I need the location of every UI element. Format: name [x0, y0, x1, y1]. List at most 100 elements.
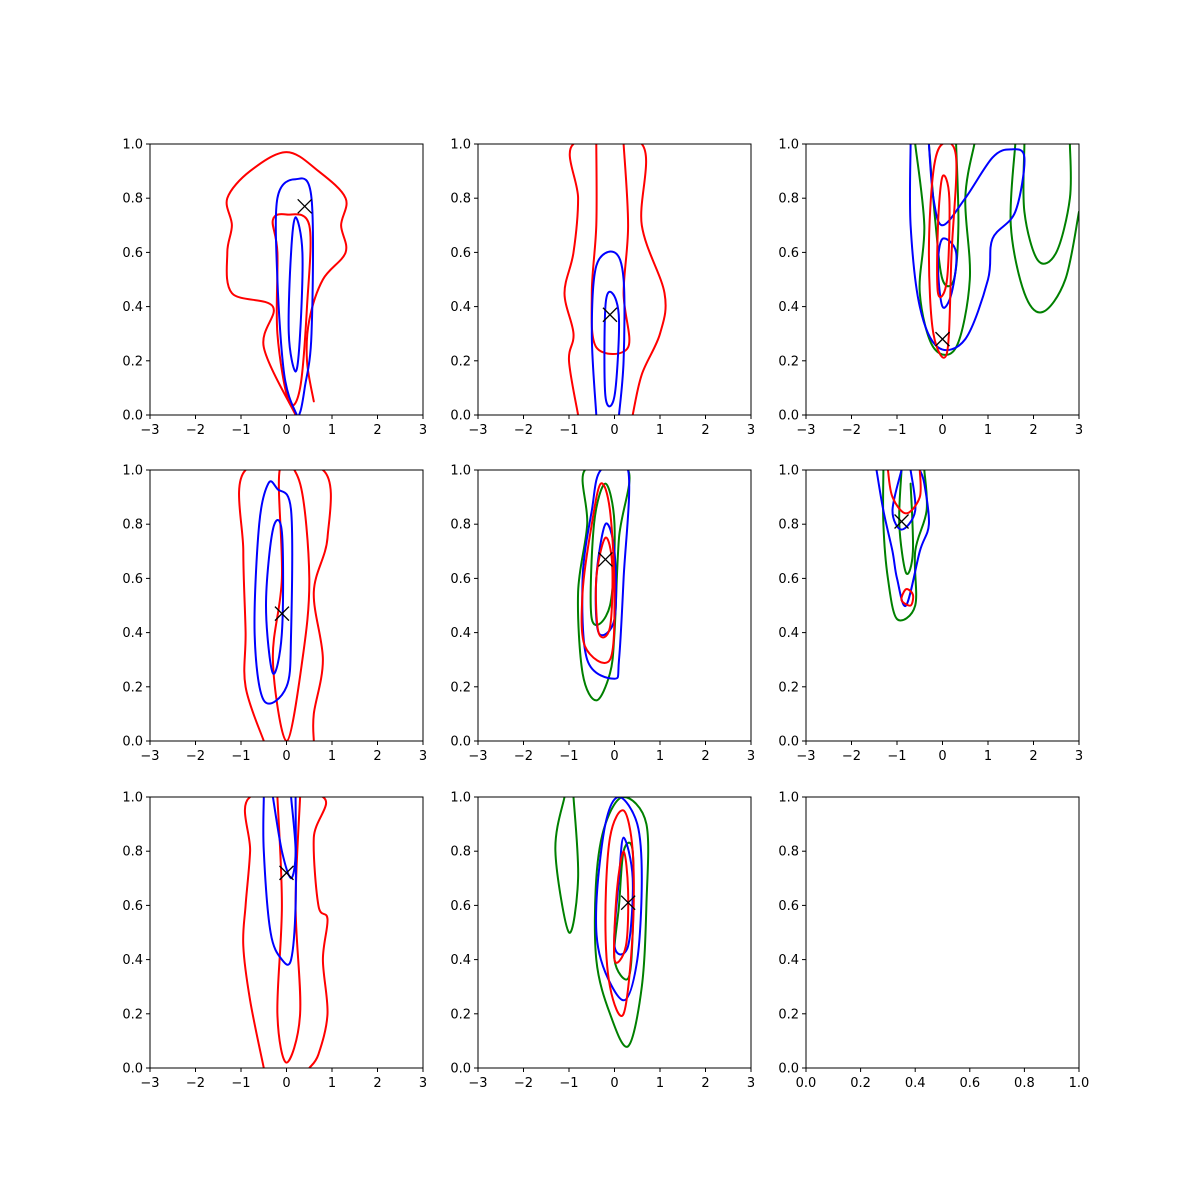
contour-line-s2-1	[594, 536, 614, 639]
contour-group	[238, 470, 332, 741]
contour-line-s0-1	[589, 482, 616, 626]
y-tick-label: 0.2	[122, 354, 143, 369]
subplot-9: 0.0 0.2 0.4 0.6 0.8 1.0 0.0 0.2 0.4 0.6 0.8 1.0	[778, 791, 1089, 1092]
x-tick-label: 0.4	[905, 1076, 926, 1091]
y-tick-label: 0.8	[122, 845, 143, 860]
x-tick-label: 2	[373, 1076, 381, 1091]
x-tick-label: −1	[231, 423, 250, 438]
x-tick-label: −3	[468, 749, 487, 764]
y-tick-label: 0.4	[778, 953, 799, 968]
y-tick-label: 0.2	[778, 1007, 799, 1022]
x-marker	[620, 895, 636, 911]
x-tick-label: 0.6	[959, 1076, 980, 1091]
contour-line-s0-0	[882, 470, 928, 622]
contour-group	[908, 144, 1079, 359]
subplot-5: −3 −2 −1 0 1 2 3 0.0 0.2 0.4 0.6 0.8 1.0	[450, 464, 755, 765]
x-tick-label: −3	[796, 423, 815, 438]
x-tick-label: 3	[747, 749, 755, 764]
y-tick-label: 0.0	[450, 1062, 471, 1077]
axes-frame	[149, 796, 424, 1069]
contour-line-s2-1	[936, 174, 951, 298]
x-tick-label: −3	[468, 423, 487, 438]
contour-group	[875, 470, 930, 622]
x-tick-label: 0	[282, 749, 290, 764]
y-tick-label: 1.0	[450, 791, 471, 806]
contour-group	[242, 797, 329, 1068]
x-tick-label: 3	[747, 423, 755, 438]
x-marker-stroke-b	[279, 865, 294, 881]
y-tick-label: 0.6	[122, 899, 143, 914]
y-tick-label: 0.4	[122, 300, 143, 315]
y-tick-label: 0.4	[122, 626, 143, 641]
x-marker	[935, 331, 950, 347]
x-marker-stroke-b	[894, 514, 910, 529]
axes-frame	[805, 469, 1080, 742]
x-marker	[894, 514, 910, 529]
subplot-7: −3 −2 −1 0 1 2 3 0.0 0.2 0.4 0.6 0.8 1.0	[122, 791, 427, 1092]
contour-line-s1-0	[262, 797, 297, 966]
x-tick-label: −3	[140, 749, 159, 764]
x-tick-label: −1	[887, 423, 906, 438]
x-tick-label: 0	[282, 1076, 290, 1091]
y-tick-label: 0.0	[122, 735, 143, 750]
x-tick-label: 1	[328, 749, 336, 764]
y-tick-label: 0.0	[778, 1062, 799, 1077]
contour-line-s2-1	[900, 588, 915, 607]
x-tick-label: −1	[231, 1076, 250, 1091]
x-tick-label: −1	[231, 749, 250, 764]
axes-frame	[477, 143, 752, 416]
y-tick-label: 1.0	[122, 464, 143, 479]
contour-line-s2-1	[613, 850, 630, 964]
x-tick-label: −2	[186, 1076, 205, 1091]
y-tick-label: 0.8	[450, 192, 471, 207]
x-tick-label: −3	[468, 1076, 487, 1091]
x-tick-label: 3	[419, 1076, 427, 1091]
x-tick-label: −2	[842, 423, 861, 438]
y-tick-label: 0.4	[778, 626, 799, 641]
x-tick-label: −2	[514, 749, 533, 764]
contour-line-s1-1	[287, 216, 304, 373]
subplot-1: −3 −2 −1 0 1 2 3 0.0 0.2 0.4 0.6 0.8 1.0	[122, 138, 427, 439]
x-marker-stroke-b	[297, 198, 313, 214]
contour-line-s1-1	[271, 797, 297, 880]
x-tick-label: 0	[610, 1076, 618, 1091]
y-tick-label: 0.6	[778, 572, 799, 587]
x-tick-label: 0	[938, 749, 946, 764]
y-tick-label: 0.4	[778, 300, 799, 315]
contour-line-s0-1	[271, 470, 311, 741]
y-tick-label: 0.8	[778, 192, 799, 207]
y-tick-label: 0.6	[778, 246, 799, 261]
x-tick-label: 3	[1075, 749, 1083, 764]
y-tick-label: 0.4	[450, 953, 471, 968]
y-tick-label: 0.8	[778, 518, 799, 533]
subplot-4: −3 −2 −1 0 1 2 3 0.0 0.2 0.4 0.6 0.8 1.0	[122, 464, 427, 765]
y-tick-label: 0.6	[778, 899, 799, 914]
x-tick-label: −1	[887, 749, 906, 764]
y-tick-label: 0.8	[450, 518, 471, 533]
contour-line-s2-0	[927, 144, 958, 359]
x-tick-label: 2	[373, 423, 381, 438]
y-tick-label: 1.0	[778, 464, 799, 479]
x-marker	[274, 606, 290, 622]
contour-line-s0-0	[914, 144, 976, 356]
y-tick-label: 0.2	[450, 1007, 471, 1022]
x-tick-label: 0	[610, 423, 618, 438]
x-tick-label: 3	[419, 749, 427, 764]
subplot-3: −3 −2 −1 0 1 2 3 0.0 0.2 0.4 0.6 0.8 1.0	[778, 138, 1083, 439]
y-tick-label: 0.0	[450, 735, 471, 750]
y-tick-label: 1.0	[778, 138, 799, 153]
x-marker-stroke-b	[597, 551, 613, 567]
contour-line-s1-0	[274, 177, 315, 415]
axes-frame	[149, 469, 424, 742]
contour-line-s0-0	[238, 470, 332, 741]
x-tick-label: 1	[656, 749, 664, 764]
axes-frame	[149, 143, 424, 416]
x-tick-label: −2	[186, 423, 205, 438]
contour-line-s0-3	[1022, 144, 1072, 265]
x-tick-label: −1	[559, 423, 578, 438]
x-tick-label: 3	[1075, 423, 1083, 438]
x-tick-label: 1	[328, 1076, 336, 1091]
y-tick-label: 0.4	[450, 626, 471, 641]
x-marker	[297, 198, 313, 214]
y-tick-label: 0.0	[122, 1062, 143, 1077]
